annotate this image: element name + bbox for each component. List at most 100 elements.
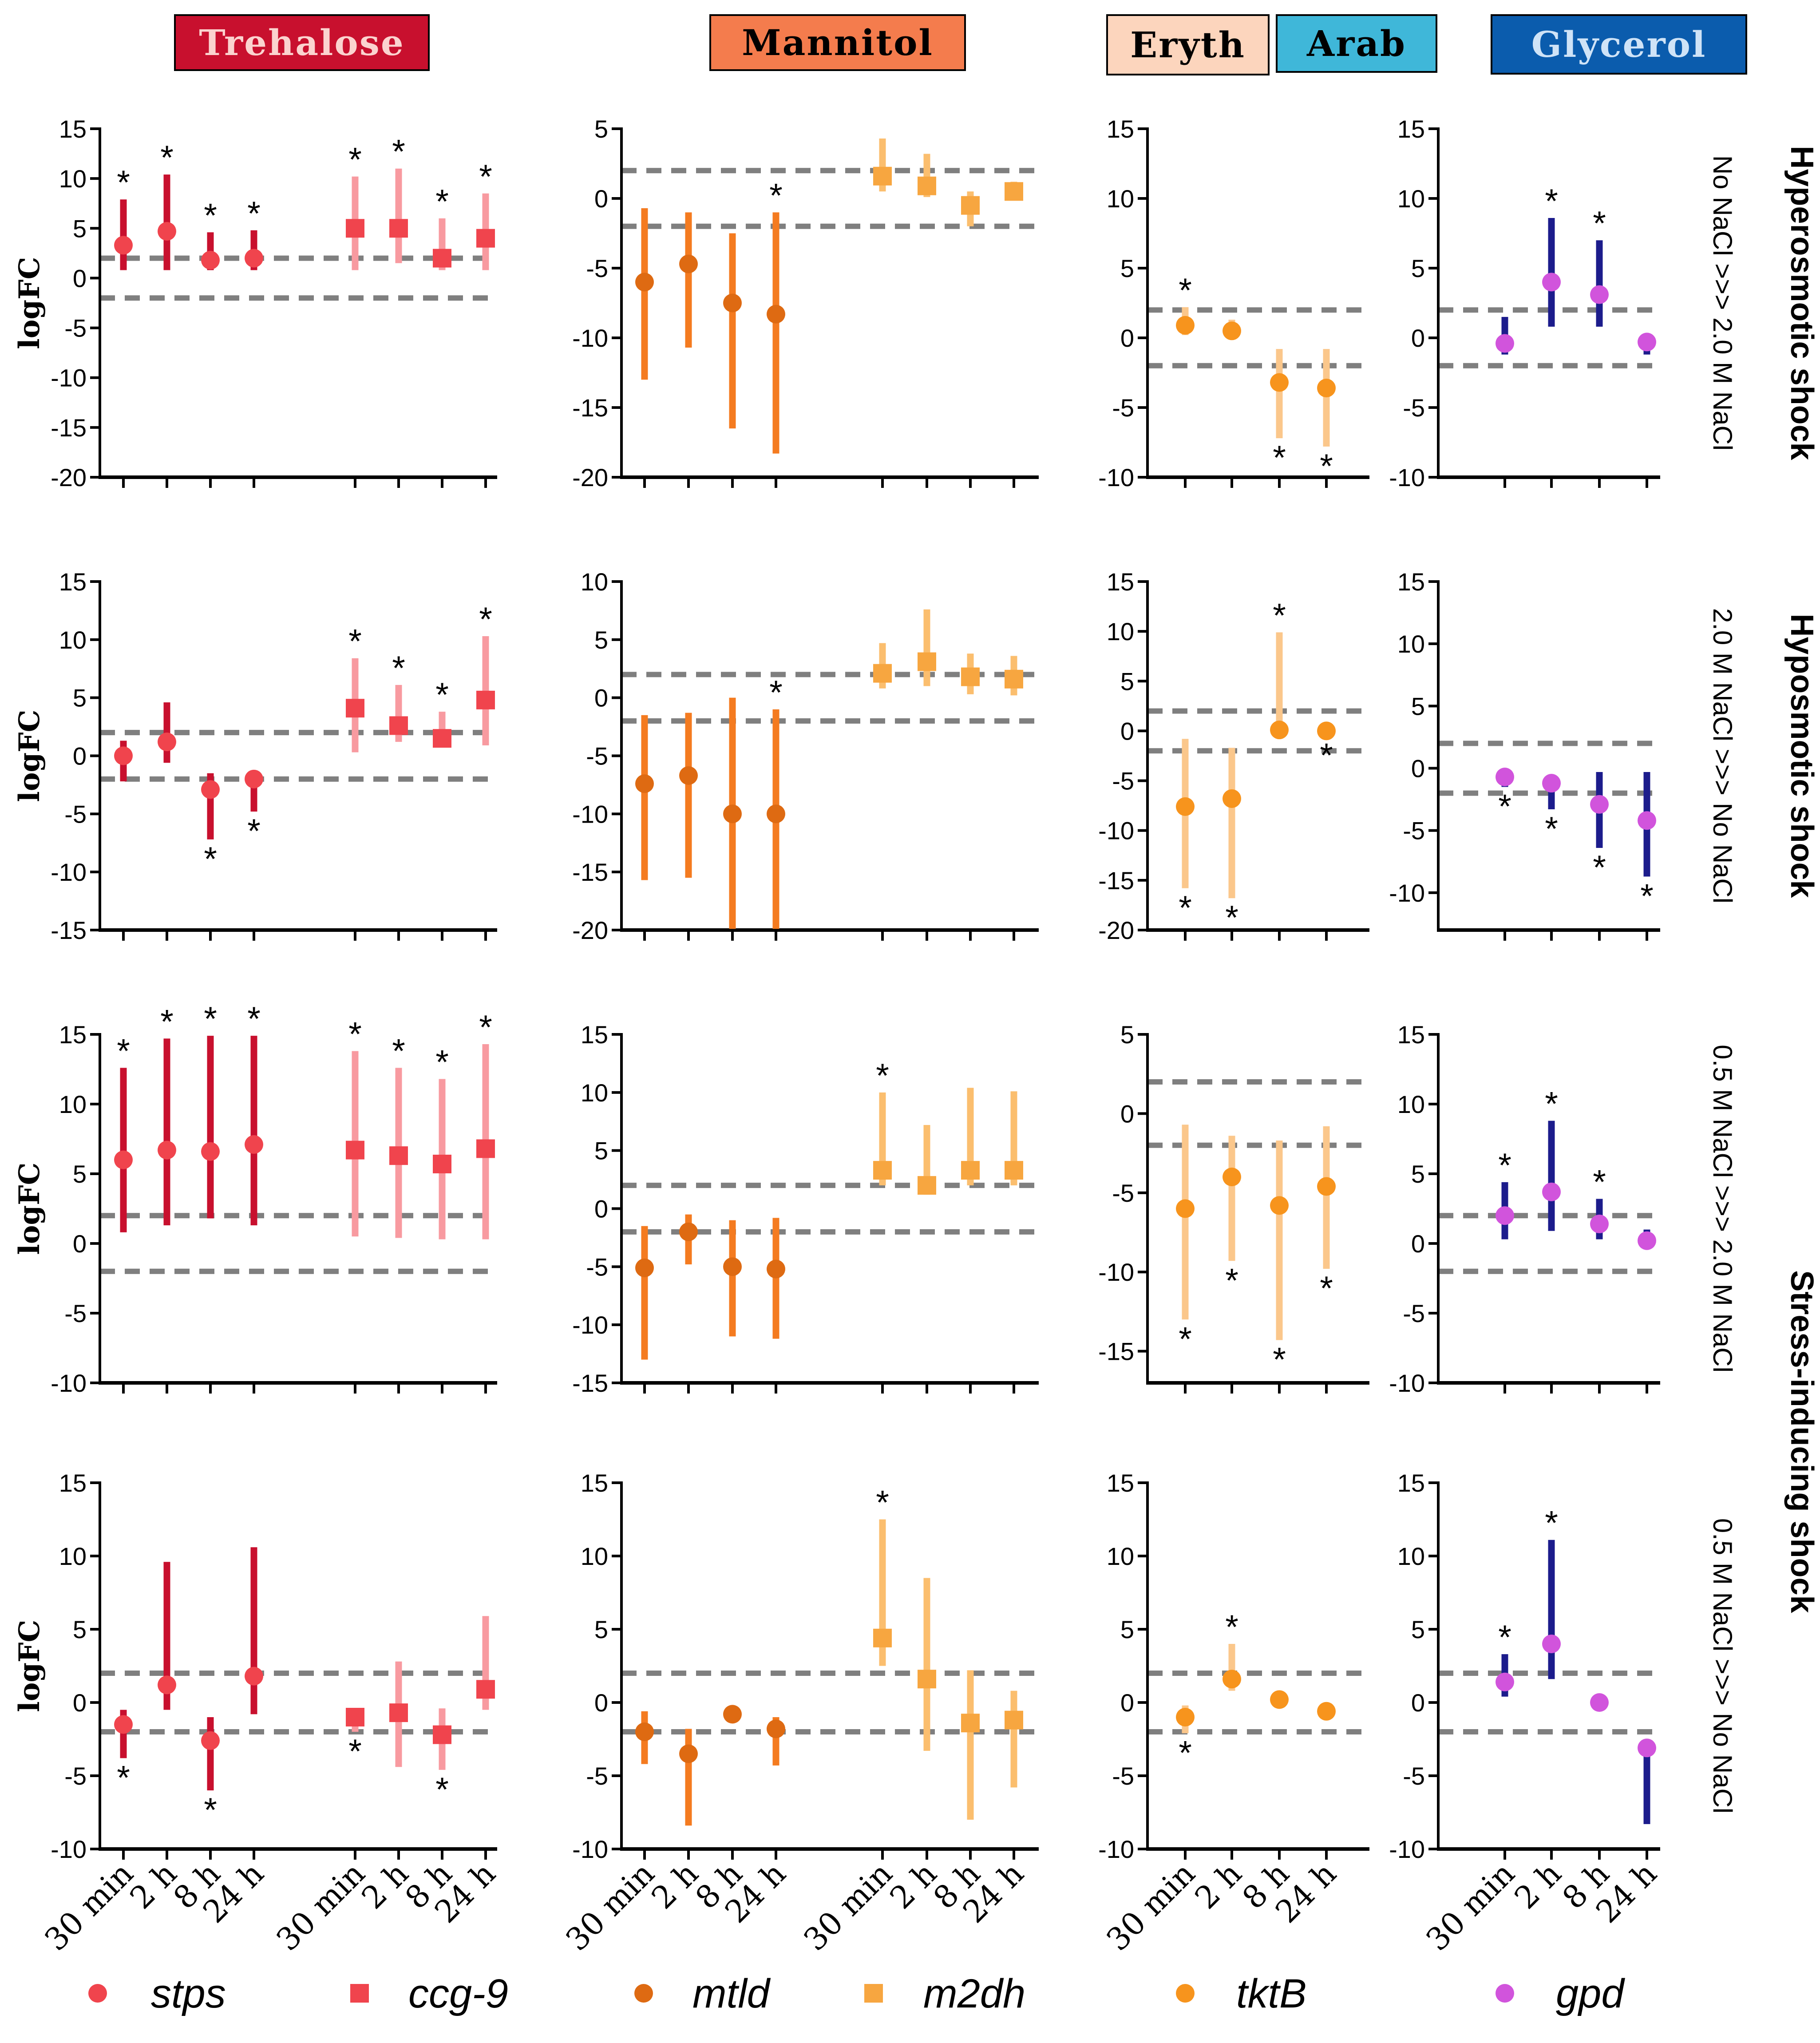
significance-star: * (435, 1771, 449, 1809)
y-tick-label: 0 (1411, 1230, 1425, 1258)
significance-star: * (1545, 810, 1558, 848)
m2dh-point (1005, 182, 1023, 201)
panel-1-4: 15 10 5 0 -5 -10 No NaCl >>> 2.0 M NaCl * * (1389, 115, 1737, 491)
significance-star: * (1320, 1270, 1333, 1307)
significance-star: * (1179, 1320, 1192, 1358)
m2dh-point (1005, 1161, 1023, 1180)
time-label: 30 min (38, 1855, 140, 1958)
y-tick-label: -10 (1098, 463, 1134, 491)
significance-star: * (160, 139, 174, 177)
panel-2-4: 15 10 5 0 -5 -10 2.0 M NaCl >>> No NaCl * * * * (1389, 568, 1737, 941)
significance-star: * (117, 164, 130, 202)
ccg-9-point (389, 219, 408, 238)
significance-star: * (1498, 788, 1511, 826)
header-trehalose: Trehalose (174, 14, 430, 71)
y-tick-label: -5 (64, 1762, 87, 1790)
m2dh-point (918, 652, 936, 671)
gpd-point (1496, 334, 1514, 353)
y-tick-label: -15 (1098, 1338, 1134, 1366)
y-tick-label: 10 (1397, 630, 1425, 658)
y-tick-label: 5 (594, 1137, 608, 1165)
y-tick-label: 5 (594, 115, 608, 143)
header-glycerol: Glycerol (1491, 14, 1747, 75)
y-tick-label: 15 (1397, 568, 1425, 596)
time-label: 30 min (1100, 1855, 1202, 1958)
significance-star: * (1593, 205, 1606, 242)
m2dh-point (918, 176, 936, 195)
y-tick-label: 15 (1397, 1469, 1425, 1497)
ccg-9-point (346, 699, 364, 718)
y-tick-label: 10 (59, 1542, 87, 1570)
y-tick-label: 10 (581, 568, 608, 596)
significance-star: * (1593, 849, 1606, 887)
y-tick-label: 0 (73, 264, 87, 292)
significance-star: * (1273, 1341, 1286, 1379)
significance-star: * (348, 623, 362, 661)
y-tick-label: -15 (572, 858, 608, 886)
y-tick-label: 10 (581, 1542, 608, 1570)
stps-point (158, 222, 176, 241)
significance-star: * (247, 195, 261, 233)
mtld-point (723, 804, 742, 824)
m2dh-point (873, 1161, 892, 1180)
time-label: 30 min (1419, 1855, 1522, 1958)
tktB-point (1176, 1199, 1195, 1218)
significance-star: * (479, 158, 492, 196)
ccg-9-point (389, 1146, 408, 1165)
time-label: 2 h (1507, 1855, 1568, 1916)
y-tick-label: -5 (64, 800, 87, 828)
panel-3-2: 15 10 5 0 -5 -10 -15 * (572, 1021, 1039, 1397)
y-tick-label: -5 (1112, 767, 1134, 795)
y-tick-label: -20 (51, 463, 87, 491)
mtld-point (723, 1705, 742, 1724)
tktB-point (1270, 1196, 1289, 1215)
significance-star: * (1498, 1619, 1511, 1656)
condition-label: 2.0 M NaCl >>> No NaCl (1708, 608, 1737, 903)
tktB-point (1270, 721, 1289, 740)
significance-star: * (160, 1003, 174, 1041)
significance-star: * (247, 1000, 261, 1038)
m2dh-point (873, 166, 892, 186)
y-tick-label: -10 (51, 1369, 87, 1397)
y-tick-label: -5 (64, 314, 87, 342)
mtld-point (723, 293, 742, 313)
header-arab: Arab (1276, 14, 1437, 73)
mtld-point (679, 1222, 698, 1241)
stps-point (201, 1731, 220, 1750)
m2dh-point (1005, 669, 1023, 689)
y-tick-label: 15 (59, 1021, 87, 1049)
y-tick-label: 10 (1397, 1090, 1425, 1118)
y-tick-label: -15 (51, 916, 87, 944)
gpd-point (1590, 1215, 1609, 1234)
y-tick-label: -10 (1389, 463, 1425, 491)
y-tick-label: -5 (1403, 1762, 1425, 1790)
y-axis-title: logFC (13, 1162, 46, 1255)
y-tick-label: -10 (572, 1835, 608, 1863)
mtld-point (679, 1744, 698, 1763)
legend-marker-stps (88, 1984, 107, 2003)
y-tick-label: -15 (572, 1369, 608, 1397)
mtld-point (767, 1719, 785, 1738)
gpd-point (1542, 1635, 1561, 1653)
panel-2-1: 15 10 5 0 -5 -10 -15 logFC * * * * * * (13, 568, 497, 944)
tktB-point (1223, 1670, 1241, 1689)
significance-star: * (1273, 439, 1286, 477)
ccg-9-point (476, 690, 495, 709)
significance-star: * (392, 133, 405, 171)
mtld-point (767, 1259, 785, 1279)
y-tick-label: 10 (59, 626, 87, 654)
ccg-9-point (346, 219, 364, 238)
y-tick-label: 0 (1120, 1689, 1134, 1717)
stps-point (114, 746, 133, 765)
panel-1-2: 5 0 -5 -10 -15 -20 * (572, 115, 1039, 491)
panel-3-3: 5 0 -5 -10 -15 * * * * (1098, 1021, 1369, 1394)
mtld-point (635, 774, 654, 793)
gpd-point (1590, 795, 1609, 814)
significance-star: * (1498, 1147, 1511, 1184)
y-tick-label: 0 (73, 742, 87, 770)
y-tick-label: 5 (1411, 1615, 1425, 1643)
panel-4-4: 15 10 5 0 -5 -10 0.5 M NaCl >>> No NaCl * * 30 mi… (1389, 1469, 1737, 1958)
tktB-point (1176, 316, 1195, 335)
